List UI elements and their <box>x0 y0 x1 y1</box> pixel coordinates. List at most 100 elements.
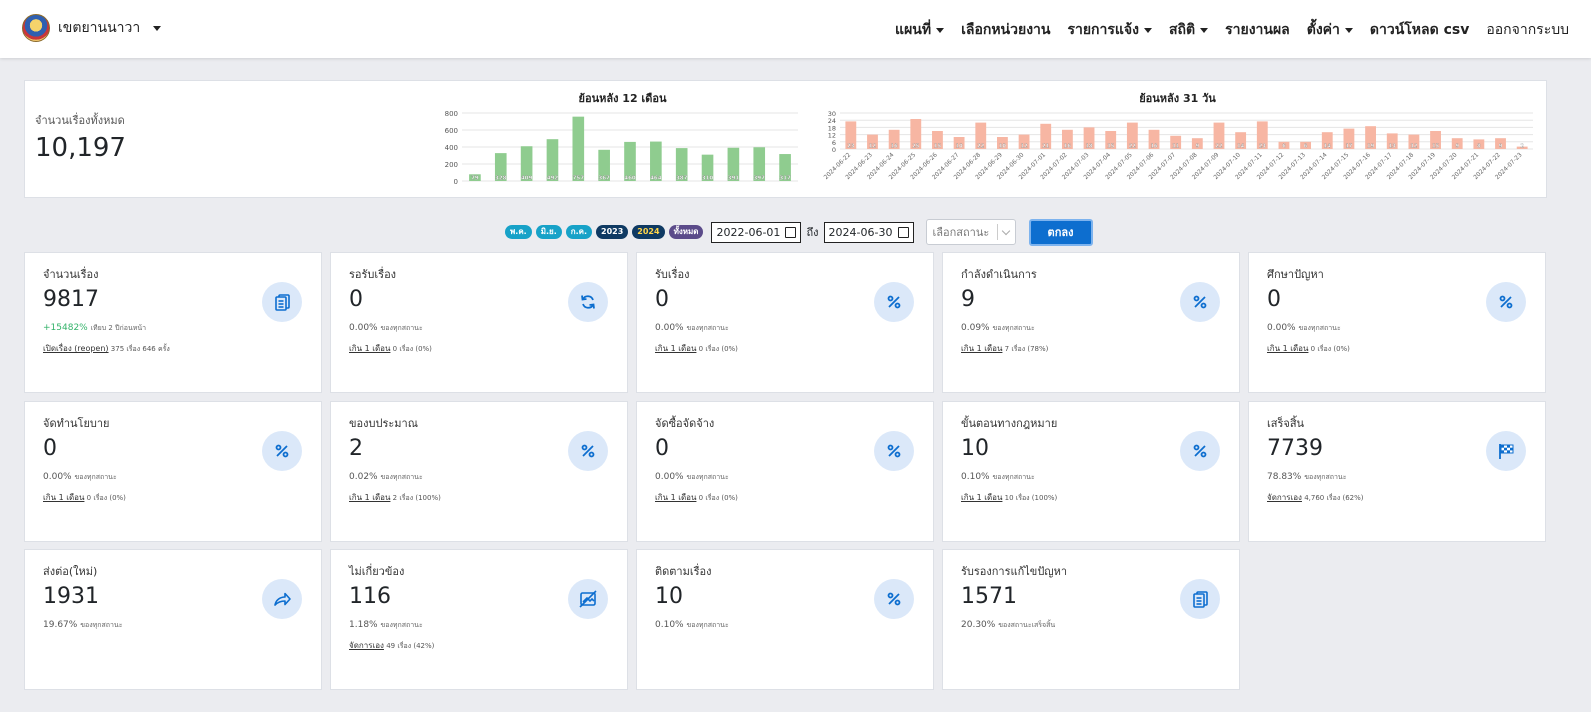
card-percent: 0.00% ของทุกสถานะ <box>349 323 423 334</box>
refresh-icon <box>568 282 608 322</box>
percent-value: 0.00% <box>655 323 684 333</box>
card-sub-value: 375 เรื่อง 646 ครั้ง <box>110 345 170 353</box>
stat-card[interactable]: ส่งต่อ(ใหม่) 1931 19.67% ของทุกสถานะ <box>24 549 322 690</box>
date-to-value: 2024-06-30 <box>828 225 893 239</box>
stat-card[interactable]: เสร็จสิ้น 7739 78.83% ของทุกสถานะ จัดการเอง… <box>1248 401 1546 542</box>
card-percent: 0.09% ของทุกสถานะ <box>961 323 1035 334</box>
date-to-input[interactable]: 2024-06-30 <box>823 221 914 243</box>
card-value: 0 <box>655 436 669 461</box>
card-sub-link[interactable]: จัดการเอง <box>349 641 384 650</box>
district-logo-icon <box>22 14 50 42</box>
pill-may[interactable]: พ.ค. <box>505 225 532 239</box>
bar-value-label: 12 <box>1021 144 1028 150</box>
card-sub-link[interactable]: จัดการเอง <box>1267 493 1302 502</box>
y-tick-label: 200 <box>445 161 458 169</box>
y-tick-label: 24 <box>828 117 836 125</box>
bar <box>932 131 943 149</box>
top-navbar: เขตยานนาวา แผนที่ เลือกหน่วยงาน รายการแจ้ง… <box>0 0 1591 58</box>
bar-value-label: 387 <box>676 176 688 182</box>
pill-2023[interactable]: 2023 <box>596 225 629 239</box>
y-tick-label: 0 <box>832 146 836 154</box>
nav-item-5[interactable]: ตั้งค่า <box>1307 19 1353 41</box>
bar <box>1408 134 1420 149</box>
card-title: กำลังดำเนินการ <box>961 268 1037 281</box>
percent-note: ของทุกสถานะ <box>1304 473 1347 481</box>
stat-card[interactable]: รับรองการแก้ไขปัญหา 1571 20.30% ของสถานะเส… <box>942 549 1240 690</box>
pill-2024[interactable]: 2024 <box>632 225 665 239</box>
nav-item-0[interactable]: แผนที่ <box>895 19 945 41</box>
pill-july[interactable]: ก.ค. <box>565 225 593 239</box>
y-tick-label: 800 <box>445 110 458 118</box>
card-sub-value: 0 เรื่อง (0%) <box>698 345 738 353</box>
y-tick-label: 12 <box>828 132 836 140</box>
nav-item-2[interactable]: รายการแจ้ง <box>1067 19 1152 41</box>
no-image-icon <box>568 579 608 619</box>
bar-value-label: 464 <box>650 176 662 182</box>
card-sub-link[interactable]: เกิน 1 เดือน <box>349 344 391 353</box>
nav-item-label: ดาวน์โหลด csv <box>1369 22 1470 38</box>
nav-item-6[interactable]: ดาวน์โหลด csv <box>1370 19 1469 41</box>
card-percent: 0.00% ของทุกสถานะ <box>655 472 729 483</box>
card-sub-link[interactable]: เกิน 1 เดือน <box>349 493 391 502</box>
pill-june[interactable]: มิ.ย. <box>535 225 562 239</box>
nav-item-label: สถิติ <box>1168 22 1196 38</box>
stat-card[interactable]: กำลังดำเนินการ 9 0.09% ของทุกสถานะ เกิน 1 เ… <box>942 252 1240 393</box>
bar-value-label: 328 <box>495 176 507 182</box>
percent-value: 0.00% <box>43 472 72 482</box>
bar-value-label: 6 <box>1282 144 1286 150</box>
bar <box>867 134 878 149</box>
card-sub-link[interactable]: เกิน 1 เดือน <box>43 493 85 502</box>
pill-all[interactable]: ทั้งหมด <box>668 225 704 239</box>
bar <box>1321 132 1333 149</box>
calendar-icon[interactable] <box>785 226 797 238</box>
stat-card[interactable]: จัดซื้อจัดจ้าง 0 0.00% ของทุกสถานะ เกิน 1 เ… <box>636 401 934 542</box>
document-stack-icon <box>262 282 302 322</box>
bar <box>546 139 559 181</box>
y-tick-label: 6 <box>832 139 836 147</box>
ok-button[interactable]: ตกลง <box>1028 218 1093 246</box>
caret-down-icon <box>1143 27 1152 33</box>
stat-card[interactable]: จัดทำนโยบาย 0 0.00% ของทุกสถานะ เกิน 1 เดือ… <box>24 401 322 542</box>
card-sub-link[interactable]: เกิน 1 เดือน <box>655 493 697 502</box>
stat-card[interactable]: รอรับเรื่อง 0 0.00% ของทุกสถานะ เกิน 1 เดือ… <box>330 252 628 393</box>
bar <box>650 141 662 181</box>
bar-value-label: 16 <box>1151 144 1158 150</box>
card-sub-value: 2 เรื่อง (100%) <box>392 494 441 502</box>
card-sub-link[interactable]: เกิน 1 เดือน <box>961 344 1003 353</box>
stat-card[interactable]: ศึกษาปัญหา 0 0.00% ของทุกสถานะ เกิน 1 เดือน… <box>1248 252 1546 393</box>
card-sub-link[interactable]: เกิน 1 เดือน <box>1267 344 1309 353</box>
card-value: 0 <box>655 287 669 312</box>
percent-icon <box>568 431 608 471</box>
card-sub-link[interactable]: เกิน 1 เดือน <box>655 344 697 353</box>
percent-value: 20.30% <box>961 620 996 630</box>
bar-value-label: 14 <box>1324 144 1331 150</box>
nav-item-7[interactable]: ออกจากระบบ <box>1486 19 1569 41</box>
stat-card[interactable]: ขั้นตอนทางกฎหมาย 10 0.10% ของทุกสถานะ เกิน … <box>942 401 1240 542</box>
bar <box>624 141 636 181</box>
percent-note: ของทุกสถานะ <box>380 324 423 332</box>
filter-bar: พ.ค. มิ.ย. ก.ค. 2023 2024 ทั้งหมด 2022-0… <box>505 218 1093 246</box>
card-sub-link[interactable]: เกิน 1 เดือน <box>961 493 1003 502</box>
bar-value-label: 15 <box>934 144 941 150</box>
stat-card[interactable]: ไม่เกี่ยวข้อง 116 1.18% ของทุกสถานะ จัดการเ… <box>330 549 628 690</box>
bar <box>753 147 766 181</box>
nav-item-4[interactable]: รายงานผล <box>1225 19 1290 41</box>
stat-card[interactable]: จำนวนเรื่อง 9817 +15482% เทียบ 2 ปีก่อนหน้… <box>24 252 322 393</box>
date-from-input[interactable]: 2022-06-01 <box>711 221 802 243</box>
brand-dropdown[interactable]: เขตยานนาวา <box>22 14 162 42</box>
bar-value-label: 23 <box>847 144 854 150</box>
stat-card[interactable]: ของบประมาณ 2 0.02% ของทุกสถานะ เกิน 1 เดือน… <box>330 401 628 542</box>
bar-value-label: 17 <box>1345 144 1352 150</box>
status-select[interactable]: เลือกสถานะ <box>925 219 1016 245</box>
nav-item-1[interactable]: เลือกหน่วยงาน <box>961 19 1050 41</box>
percent-value: 0.02% <box>349 472 378 482</box>
percent-note: ของทุกสถานะ <box>992 473 1035 481</box>
stat-card[interactable]: ติดตามเรื่อง 10 0.10% ของทุกสถานะ <box>636 549 934 690</box>
card-sub-link[interactable]: เปิดเรื่อง (reopen) <box>43 344 109 353</box>
stat-card[interactable]: รับเรื่อง 0 0.00% ของทุกสถานะ เกิน 1 เดือน … <box>636 252 934 393</box>
bar <box>997 137 1008 149</box>
calendar-icon[interactable] <box>897 226 909 238</box>
chevron-down-icon <box>1001 226 1010 235</box>
nav-item-3[interactable]: สถิติ <box>1168 19 1209 41</box>
card-value: 116 <box>349 584 391 609</box>
